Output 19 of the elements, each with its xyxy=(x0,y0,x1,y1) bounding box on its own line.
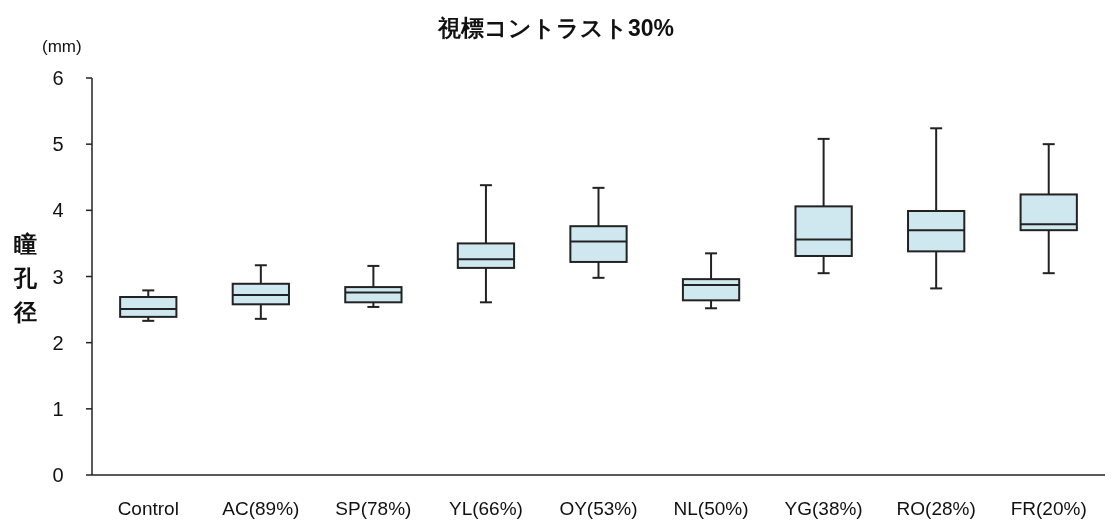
y-tick-label: 3 xyxy=(52,265,64,288)
x-tick-label: OY(53%) xyxy=(559,498,638,519)
x-tick-label: RO(28%) xyxy=(896,498,976,519)
text: (mm) xyxy=(42,37,82,56)
y-tick-label: 2 xyxy=(52,331,64,354)
x-tick-label: NL(50%) xyxy=(673,498,749,519)
x-tick-label: YL(66%) xyxy=(448,498,523,519)
x-tick-label: FR(20%) xyxy=(1010,498,1087,519)
y-tick-label: 5 xyxy=(52,133,64,156)
y-axis-title: 瞳孔径 xyxy=(12,231,38,325)
y-tick-label: 1 xyxy=(52,397,64,420)
x-tick-label: Control xyxy=(117,498,179,519)
y-tick-label: 6 xyxy=(52,67,64,89)
chart-title: 視標コントラスト30% xyxy=(436,15,675,41)
x-tick-label: SP(78%) xyxy=(335,498,412,519)
y-tick-label: 0 xyxy=(52,464,64,486)
y-tick-label: 4 xyxy=(52,199,64,222)
x-tick-label: YG(38%) xyxy=(784,498,863,519)
x-tick-label: AC(89%) xyxy=(222,498,300,519)
